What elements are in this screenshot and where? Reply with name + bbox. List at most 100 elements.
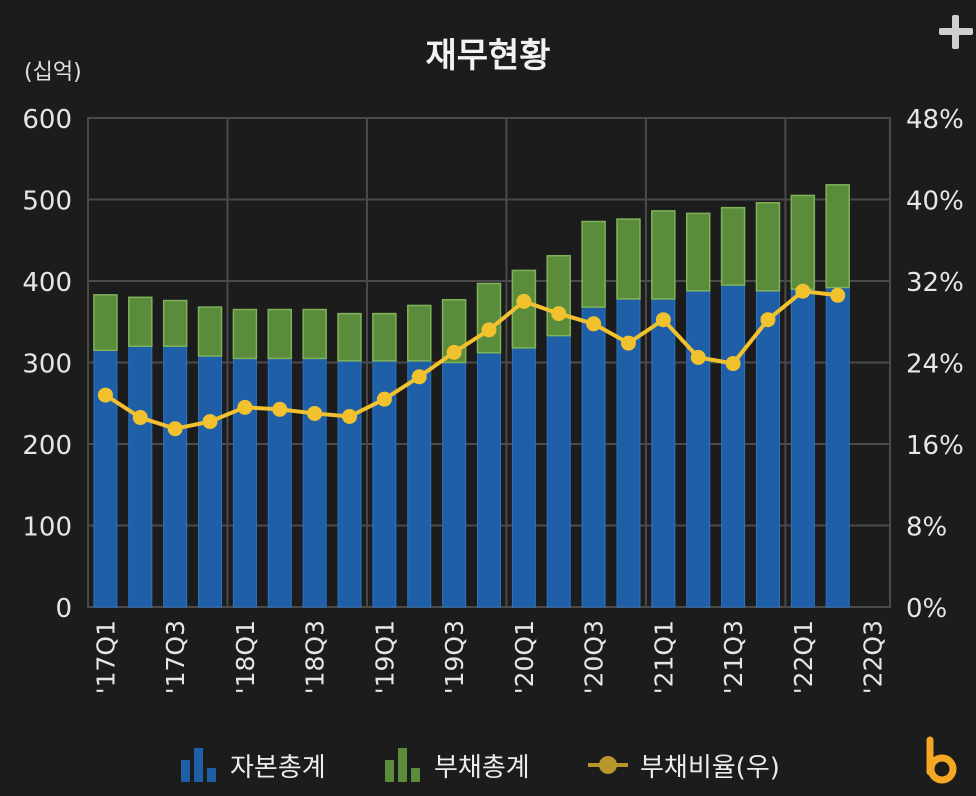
bar-equity [232,357,257,608]
y-tick-label: 400 [22,268,72,298]
debt-ratio-point [481,322,497,338]
debt-ratio-point [446,344,462,360]
bar-equity [686,290,711,608]
y-tick-label: 300 [22,350,72,380]
debt-ratio-point [655,312,671,328]
y-tick-label: 600 [22,105,72,135]
line-marker-icon [588,756,628,774]
legend-item-equity[interactable]: 자본총계 [180,742,326,788]
debt-ratio-point [411,369,427,385]
debt-ratio-point [237,399,253,415]
debt-ratio-point [690,349,706,365]
bar-liabilities [581,220,606,308]
bar-equity [651,298,676,608]
debt-ratio-point [795,283,811,299]
debt-ratio-point [551,306,567,322]
y-tick-label: 0 [55,594,72,624]
bar-equity [755,290,780,608]
bar-equity [511,347,536,608]
x-tick-label: '21Q1 [649,620,678,694]
x-tick-label: '19Q1 [370,620,399,694]
bar-liabilities [755,202,781,292]
x-tick-label: '22Q1 [789,620,818,694]
y-tick-label: 500 [22,187,72,217]
legend-label: 부채총계 [434,752,530,783]
y2-tick-label: 16% [906,431,964,461]
y2-tick-label: 48% [906,105,964,135]
x-tick-label: '17Q1 [91,620,120,694]
y2-tick-label: 40% [906,187,964,217]
bar-liabilities [162,299,188,347]
bar-liabilities [128,296,153,347]
y2-tick-label: 24% [906,350,964,380]
chart-title: 재무현황 [425,36,551,76]
plus-icon[interactable] [936,12,976,52]
bar-liabilities [616,218,641,300]
debt-ratio-point [272,401,288,417]
bar-equity [163,345,188,608]
y2-tick-label: 0% [906,594,947,624]
debt-ratio-point [830,287,846,303]
debt-ratio-point [202,414,218,430]
bar-liabilities [197,306,223,357]
bar-liabilities [267,308,293,360]
debt-ratio-point [725,356,741,372]
y-tick-label: 200 [22,431,72,461]
bar-chart-icon [385,748,420,782]
bar-liabilities [407,304,432,362]
x-tick-label: '17Q3 [161,620,190,694]
chart-legend: 자본총계 부채총계 부채비율(우) [0,742,976,788]
bar-liabilities [720,206,746,286]
legend-label: 자본총계 [230,752,326,783]
bar-equity [267,357,292,608]
bar-liabilities [790,194,816,290]
bar-equity [442,362,467,608]
debt-ratio-point [97,387,113,403]
bar-equity [790,288,815,608]
bar-equity [721,284,746,608]
debt-ratio-point [132,410,148,426]
bar-equity [198,355,223,608]
bar-equity [128,345,153,608]
bar-liabilities [232,308,258,360]
bar-equity [407,360,432,608]
bar-liabilities [685,212,711,292]
y2-tick-label: 32% [906,268,964,298]
debt-ratio-point [586,316,602,332]
brand-logo-icon [926,736,957,784]
x-tick-label: '18Q1 [231,620,260,694]
bar-liabilities [651,210,676,300]
x-tick-label: '22Q3 [859,620,888,694]
x-tick-label: '19Q3 [440,620,469,694]
bar-equity [546,335,571,608]
debt-ratio-point [342,408,358,424]
bar-equity [302,357,327,608]
bar-liabilities [337,312,362,362]
x-tick-label: '21Q3 [719,620,748,694]
bar-equity [476,352,502,608]
legend-item-debt-ratio[interactable]: 부채비율(우) [588,742,780,788]
debt-ratio-point [167,421,183,437]
y-tick-label: 100 [22,513,72,543]
debt-ratio-point [620,335,636,351]
bar-equity [337,360,362,608]
chart-canvas: 0 100 200 300 400 500 600 0% 8% 16% 24% 32% 40% 48% '1… [22,105,964,694]
bar-equity [581,306,606,608]
debt-ratio-line [104,289,838,431]
bar-equity [825,287,850,608]
debt-ratio-point [376,391,392,407]
x-tick-label: '20Q1 [510,620,539,694]
bar-liabilities [302,308,327,360]
bar-liabilities [93,294,118,352]
legend-item-liabilities[interactable]: 부채총계 [384,742,530,788]
legend-label: 부채비율(우) [640,752,780,783]
y-axis-unit-label: (십억) [24,60,82,85]
bar-liabilities [546,254,571,337]
x-tick-label: '20Q3 [580,620,609,694]
bar-chart-icon [181,748,216,782]
debt-ratio-point [307,405,323,421]
bar-liabilities [372,312,397,362]
debt-ratio-point [516,293,532,309]
bar-liabilities [825,184,850,289]
x-tick-label: '18Q3 [301,620,330,694]
